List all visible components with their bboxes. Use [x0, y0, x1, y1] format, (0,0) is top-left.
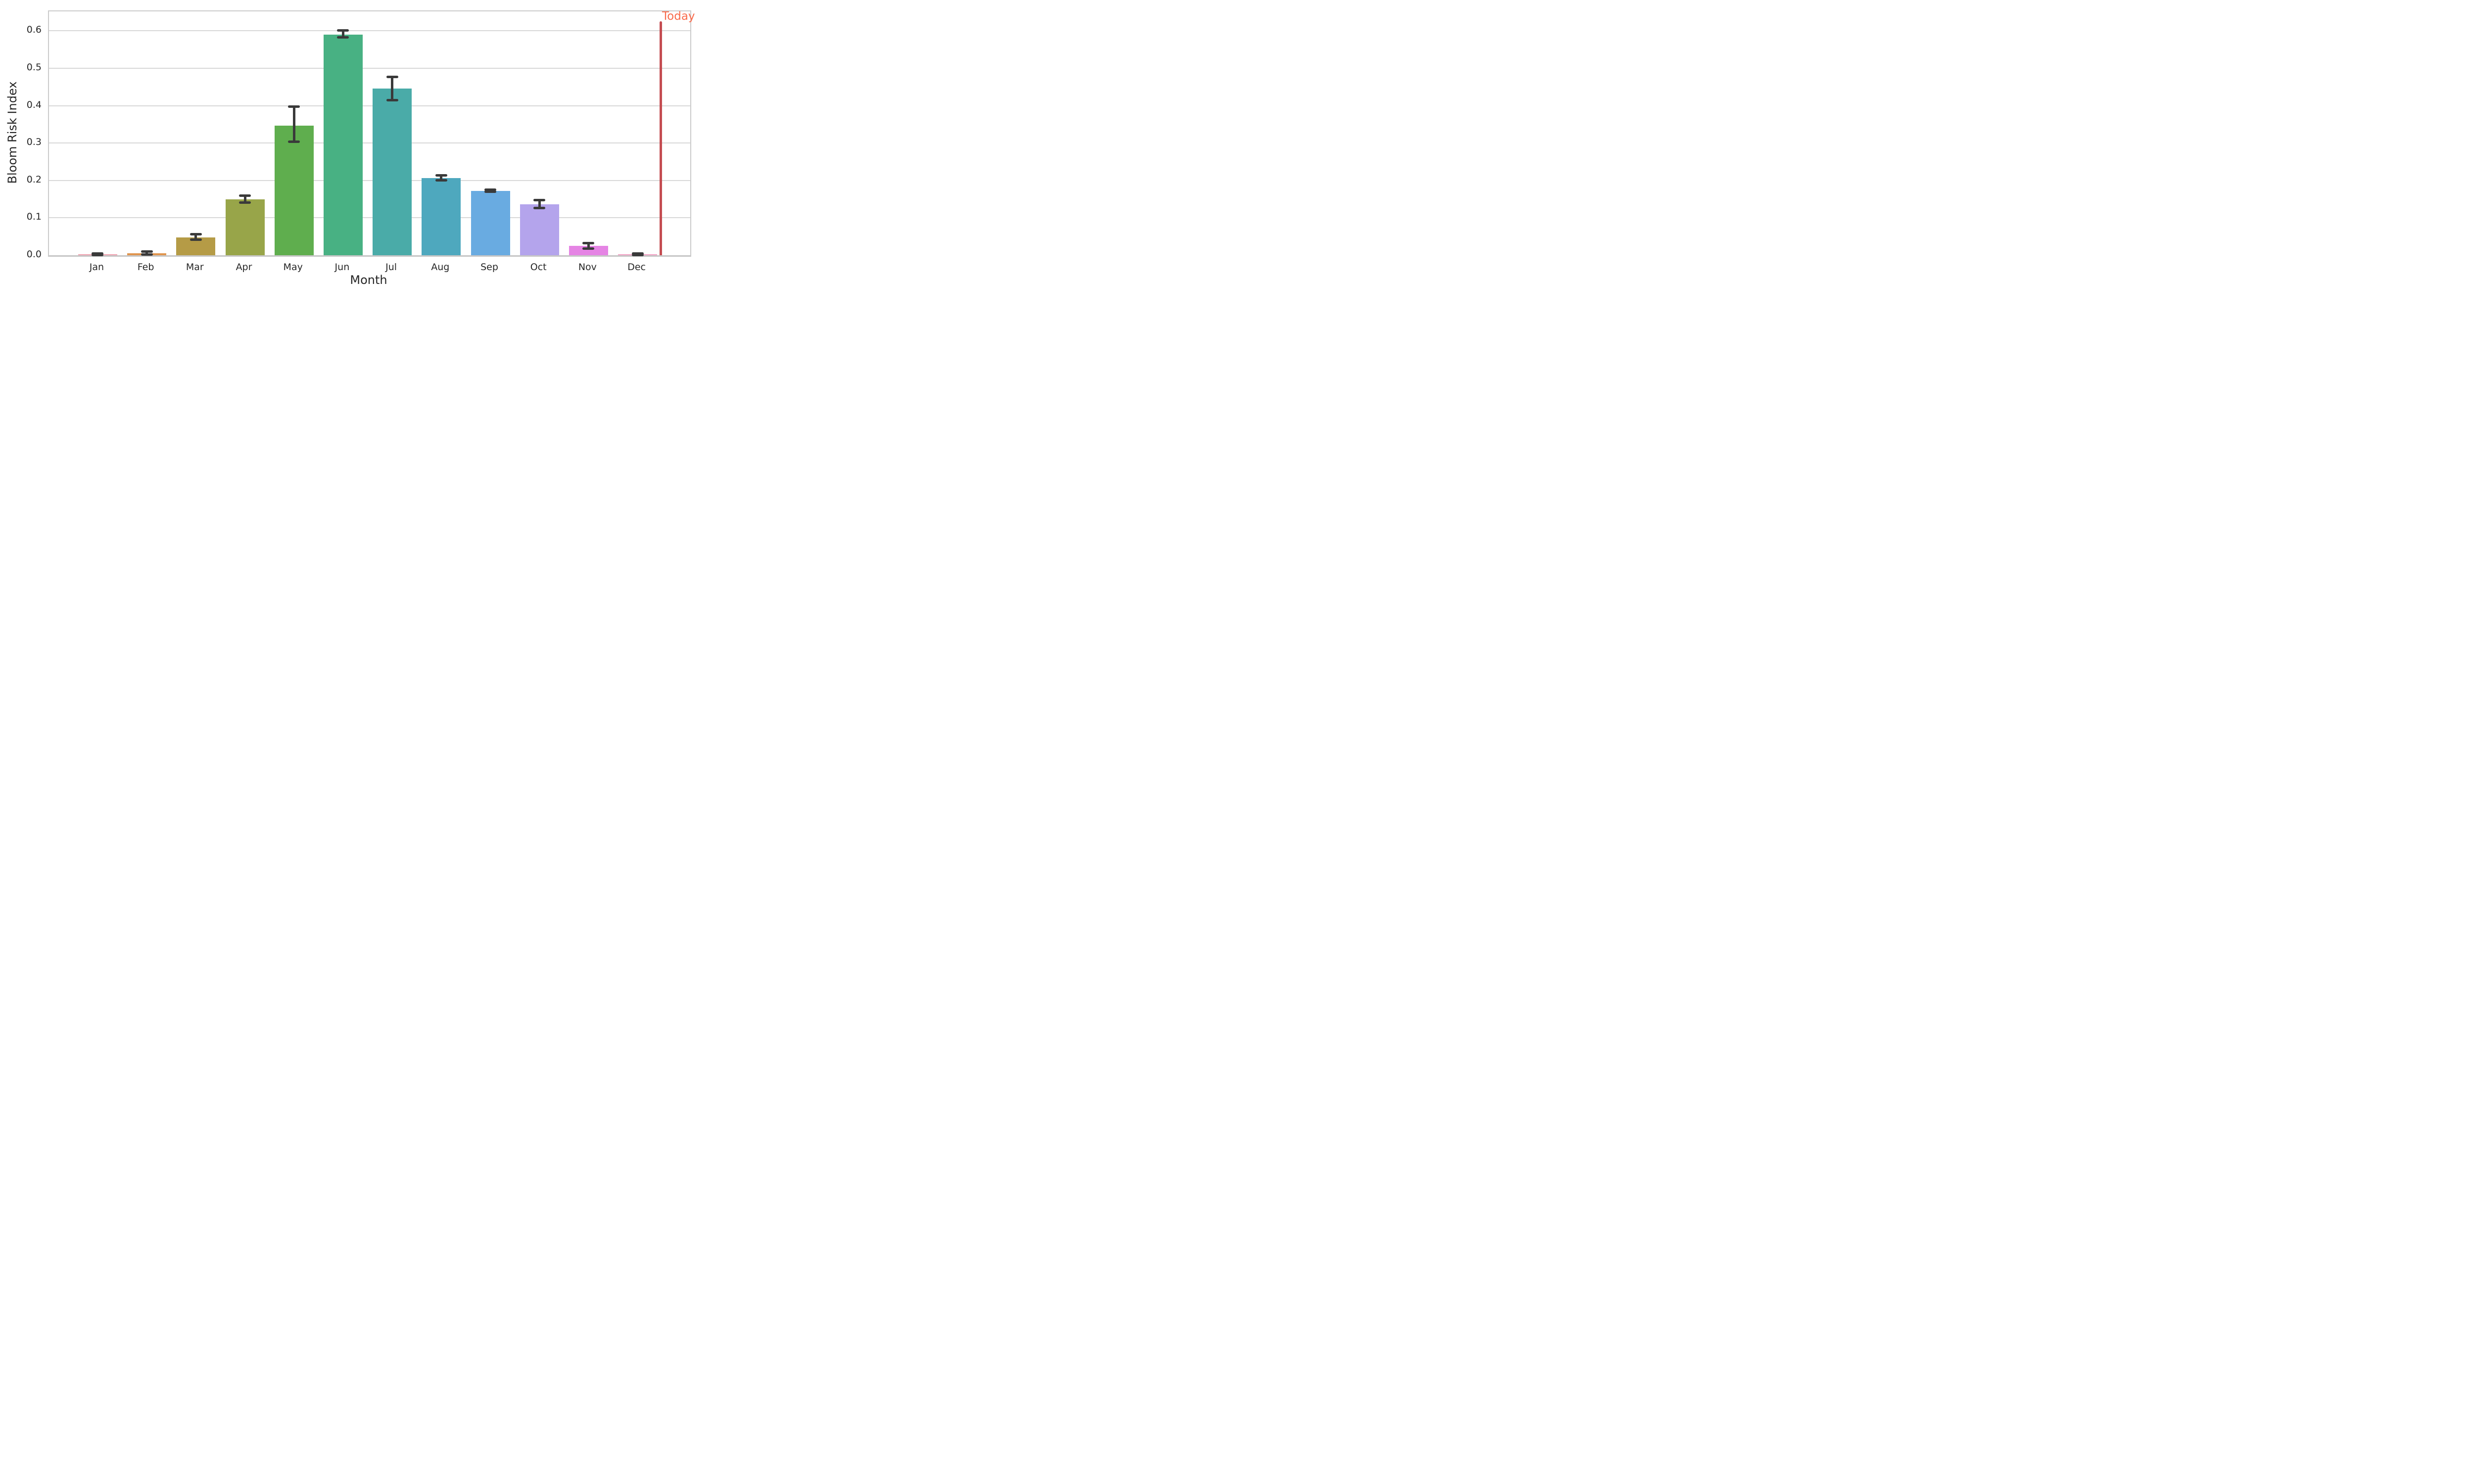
y-tick-0.4: 0.4: [26, 99, 42, 110]
error-cap-low-oct: [533, 207, 546, 210]
grid-line-0.3: [49, 142, 690, 144]
error-cap-high-sep: [484, 188, 496, 191]
error-bar-nov: [587, 243, 590, 249]
x-tick-feb: Feb: [137, 262, 154, 273]
grid-line-0.5: [49, 67, 690, 69]
error-cap-low-aug: [435, 179, 447, 182]
error-cap-low-mar: [190, 238, 202, 241]
error-bar-mar: [194, 234, 197, 240]
bar-jun: [323, 34, 363, 255]
bar-oct: [520, 204, 559, 255]
error-cap-low-jan: [92, 253, 104, 256]
bar-sep: [471, 190, 510, 255]
today-line: [659, 21, 662, 255]
y-tick-0.2: 0.2: [26, 174, 42, 185]
plot-area: [48, 10, 691, 257]
error-bar-jun: [341, 30, 344, 38]
error-cap-low-jun: [337, 36, 349, 39]
x-tick-nov: Nov: [578, 262, 597, 273]
error-cap-high-apr: [239, 194, 251, 197]
y-tick-0.0: 0.0: [26, 249, 42, 260]
error-bar-feb: [145, 251, 148, 255]
error-cap-low-feb: [141, 253, 153, 256]
x-tick-jun: Jun: [334, 262, 350, 273]
error-cap-high-may: [288, 105, 300, 108]
error-cap-high-mar: [190, 233, 202, 236]
error-cap-low-sep: [484, 190, 496, 193]
error-bar-aug: [440, 175, 443, 181]
y-axis-label: Bloom Risk Index: [5, 81, 19, 184]
y-tick-0.1: 0.1: [26, 211, 42, 223]
bar-jul: [373, 88, 412, 255]
x-tick-jan: Jan: [89, 262, 104, 273]
x-tick-dec: Dec: [627, 262, 646, 273]
x-axis-label: Month: [350, 273, 387, 287]
y-tick-0.6: 0.6: [26, 24, 42, 36]
bloom-risk-chart: 0.0 0.1 0.2 0.3 0.4 0.5 0.6 Jan Feb Mar Apr May Jun…: [0, 0, 713, 297]
error-bar-may: [292, 106, 295, 142]
error-cap-low-may: [288, 140, 300, 143]
x-tick-apr: Apr: [236, 262, 252, 273]
grid-line-0.2: [49, 180, 690, 181]
error-cap-low-nov: [582, 247, 595, 250]
grid-line-0.4: [49, 105, 690, 106]
error-cap-high-jun: [337, 29, 349, 32]
x-tick-jul: Jul: [385, 262, 397, 273]
today-annotation-label: Today: [662, 10, 695, 23]
error-cap-high-aug: [435, 174, 447, 177]
error-cap-high-nov: [582, 241, 595, 244]
error-bar-jul: [391, 77, 394, 100]
y-tick-0.3: 0.3: [26, 137, 42, 148]
error-bar-oct: [538, 200, 541, 208]
x-tick-oct: Oct: [530, 262, 547, 273]
x-tick-aug: Aug: [431, 262, 450, 273]
grid-line-0.6: [49, 30, 690, 32]
error-cap-low-jul: [386, 98, 398, 101]
error-cap-high-dec: [631, 252, 644, 255]
grid-line-0.1: [49, 217, 690, 219]
y-tick-0.5: 0.5: [26, 61, 42, 73]
error-cap-low-apr: [239, 201, 251, 204]
error-cap-high-feb: [141, 250, 153, 253]
error-cap-high-oct: [533, 199, 546, 202]
bar-apr: [225, 199, 265, 255]
bar-nov: [569, 246, 608, 255]
x-tick-sep: Sep: [480, 262, 498, 273]
x-tick-mar: Mar: [186, 262, 204, 273]
error-cap-high-jul: [386, 75, 398, 78]
error-cap-high-jan: [92, 252, 104, 255]
error-cap-low-dec: [631, 253, 644, 256]
x-tick-may: May: [283, 262, 303, 273]
error-bar-apr: [243, 195, 246, 203]
bar-aug: [422, 178, 461, 255]
bar-may: [274, 125, 314, 255]
